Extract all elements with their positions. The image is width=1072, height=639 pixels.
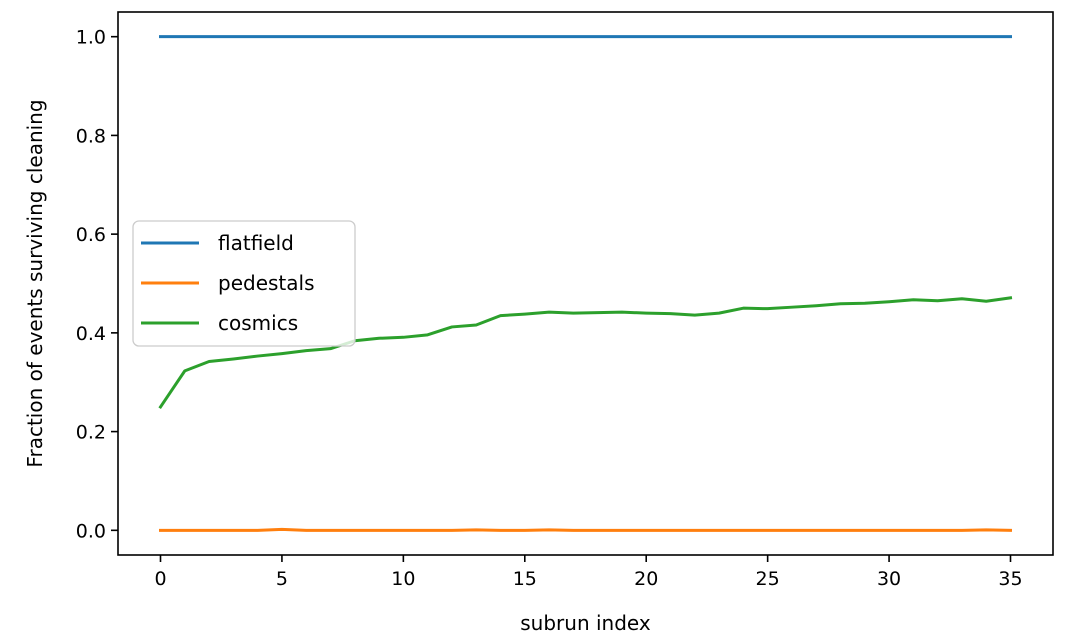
legend-label-cosmics: cosmics bbox=[218, 311, 298, 335]
y-tick-label: 1.0 bbox=[76, 27, 106, 49]
x-tick-label: 5 bbox=[276, 568, 288, 590]
y-axis-label: Fraction of events surviving cleaning bbox=[23, 99, 47, 467]
x-axis-ticks: 0 5 10 15 20 25 30 35 bbox=[154, 555, 1023, 590]
legend-label-flatfield: flatfield bbox=[218, 231, 294, 255]
x-tick-label: 30 bbox=[877, 568, 901, 590]
y-tick-label: 0.2 bbox=[76, 422, 106, 444]
plot-frame bbox=[117, 11, 1054, 556]
x-axis-label: subrun index bbox=[520, 611, 651, 635]
y-tick-label: 0.0 bbox=[76, 520, 106, 542]
y-axis-ticks: 0.0 0.2 0.4 0.6 0.8 1.0 bbox=[76, 27, 118, 542]
y-tick-label: 0.6 bbox=[76, 224, 106, 246]
x-tick-label: 0 bbox=[154, 568, 166, 590]
plot-lines bbox=[158, 35, 1013, 532]
x-tick-label: 25 bbox=[756, 568, 780, 590]
legend-box bbox=[132, 220, 356, 347]
legend: flatfield pedestals cosmics bbox=[132, 220, 356, 347]
legend-label-pedestals: pedestals bbox=[218, 271, 315, 295]
y-tick-label: 0.4 bbox=[76, 323, 106, 345]
legend-entries: flatfield pedestals cosmics bbox=[141, 231, 315, 335]
y-tick-label: 0.8 bbox=[76, 125, 106, 147]
x-tick-label: 15 bbox=[513, 568, 537, 590]
x-tick-label: 20 bbox=[634, 568, 658, 590]
x-tick-label: 10 bbox=[391, 568, 415, 590]
x-tick-label: 35 bbox=[998, 568, 1022, 590]
series-line-cosmics bbox=[158, 296, 1013, 409]
series-line-pedestals bbox=[159, 527, 1013, 532]
